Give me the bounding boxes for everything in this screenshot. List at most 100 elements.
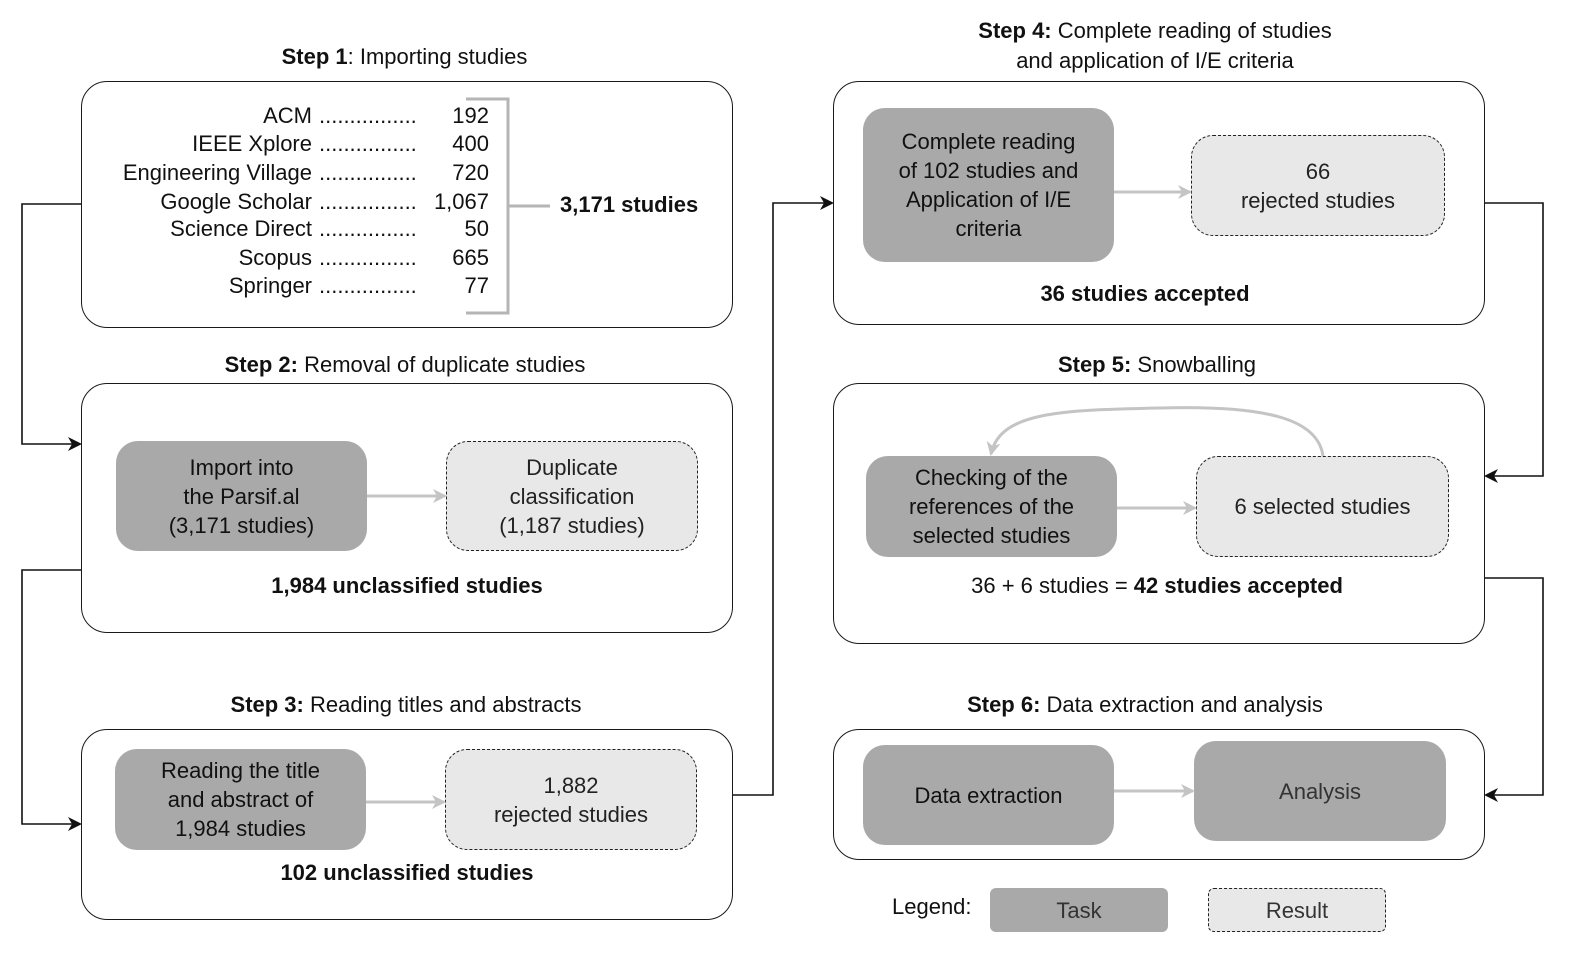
task-line: references of the — [908, 494, 1075, 519]
source-dots: ................ — [319, 103, 417, 128]
source-dots: ................ — [319, 273, 417, 298]
step2-title-rest: Removal of duplicate studies — [297, 352, 586, 377]
task-line: (3,171 studies) — [168, 512, 315, 538]
source-name: Engineering Village — [122, 160, 312, 185]
task-line: 1,984 studies — [175, 816, 306, 841]
snowball-loop-arrow — [986, 406, 1325, 457]
step3-result: 1,882 rejected studies — [445, 749, 697, 850]
legend-result-label: Result — [1265, 897, 1329, 923]
source-dots: ................ — [319, 216, 417, 241]
step5-title: Step 5: Snowballing — [1048, 350, 1266, 380]
step5-to-step6-connector — [1484, 577, 1544, 802]
step2-title-bold: Step 2: — [224, 352, 298, 377]
legend-result: Result — [1208, 888, 1386, 932]
step3-summary: 102 unclassified studies — [280, 860, 534, 885]
task-line: Complete reading — [901, 129, 1076, 154]
step6-title: Step 6: Data extraction and analysis — [950, 690, 1340, 720]
step5-title-rest: Snowballing — [1131, 352, 1257, 377]
task-line: Import into — [189, 454, 294, 480]
step5-result: 6 selected studies — [1196, 456, 1449, 557]
task-line: the Parsif.al — [183, 483, 300, 509]
step4-task: Complete reading of 102 studies and Appl… — [863, 108, 1114, 262]
task-line: of 102 studies and — [898, 158, 1079, 183]
task-line: criteria — [955, 216, 1022, 241]
source-count: 400 — [452, 131, 489, 156]
task-line: Application of I/E — [905, 187, 1072, 212]
step5-summary-bold: 42 studies accepted — [1133, 573, 1343, 598]
result-line: 6 selected studies — [1234, 494, 1411, 519]
step3-title-rest: Reading titles and abstracts — [303, 692, 582, 717]
result-line: (1,187 studies) — [499, 512, 645, 538]
source-count: 50 — [464, 216, 489, 241]
task-line: Reading the title — [161, 758, 320, 783]
legend-task: Task — [990, 888, 1168, 932]
task-line: Checking of the — [915, 465, 1068, 490]
step2-result: Duplicate classification (1,187 studies) — [446, 441, 698, 551]
step5-task: Checking of the references of the select… — [866, 456, 1117, 557]
step1-panel — [81, 81, 733, 328]
task-line: selected studies — [912, 523, 1071, 548]
step1-to-step2-connector — [21, 203, 82, 451]
step3-to-step4-connector — [733, 196, 834, 796]
result-line: 66 — [1305, 158, 1331, 184]
step1-title-bold: Step 1 — [281, 44, 348, 69]
source-name: Springer — [228, 273, 312, 298]
source-count: 1,067 — [433, 189, 489, 214]
result-line: classification — [509, 483, 635, 509]
step6-task-analysis: Analysis — [1194, 741, 1446, 841]
task-line: Data extraction — [914, 782, 1063, 808]
source-dots: ................ — [319, 131, 417, 156]
result-line: 1,882 — [543, 772, 599, 798]
step2-summary: 1,984 unclassified studies — [271, 573, 543, 598]
step1-title-rest: : Importing studies — [347, 44, 528, 69]
source-row-science-direct: Science Direct ................ 50 — [100, 215, 495, 243]
step4-to-step5-connector — [1484, 202, 1544, 483]
source-name: ACM — [263, 103, 312, 128]
task-line: and abstract of — [167, 787, 314, 812]
step3-title-bold: Step 3: — [230, 692, 304, 717]
source-count: 77 — [464, 273, 489, 298]
source-row-acm: ACM ................ 192 — [100, 102, 495, 130]
step1-title: Step 1: Importing studies — [272, 42, 537, 72]
source-row-ieee: IEEE Xplore ................ 400 — [100, 130, 495, 158]
source-name: IEEE Xplore — [192, 131, 312, 156]
step2-title: Step 2: Removal of duplicate studies — [210, 350, 600, 380]
step5-summary-plain: 36 + 6 studies = — [971, 573, 1134, 598]
legend-label: Legend: — [892, 894, 972, 919]
step4-title: Step 4: Complete reading of studies and … — [940, 16, 1370, 76]
step4-title-rest: Complete reading of studies — [1051, 18, 1332, 43]
step1-total: 3,171 studies — [560, 192, 699, 217]
step2-task: Import into the Parsif.al (3,171 studies… — [116, 441, 367, 551]
step4-title-line2: and application of I/E criteria — [1016, 48, 1294, 73]
source-dots: ................ — [319, 189, 417, 214]
task-line: Analysis — [1279, 778, 1361, 804]
step4-result: 66 rejected studies — [1191, 135, 1445, 236]
source-dots: ................ — [319, 160, 417, 185]
step4-title-bold: Step 4: — [978, 18, 1052, 43]
source-count: 192 — [452, 103, 489, 128]
source-name: Google Scholar — [160, 189, 312, 214]
sources-bracket — [466, 97, 510, 315]
source-name: Scopus — [238, 245, 312, 270]
result-line: Duplicate — [526, 454, 618, 480]
source-list: ACM ................ 192 IEEE Xplore ...… — [100, 102, 495, 302]
source-count: 665 — [452, 245, 489, 270]
step4-summary: 36 studies accepted — [1040, 281, 1250, 306]
step3-task: Reading the title and abstract of 1,984 … — [115, 749, 366, 850]
step5-summary: 36 + 6 studies = 42 studies accepted — [833, 573, 1481, 599]
source-row-google-scholar: Google Scholar ................ 1,067 — [100, 188, 495, 216]
source-dots: ................ — [319, 245, 417, 270]
step6-title-rest: Data extraction and analysis — [1040, 692, 1323, 717]
source-count: 720 — [452, 160, 489, 185]
step5-title-bold: Step 5: — [1057, 352, 1132, 377]
step6-task-extraction: Data extraction — [863, 745, 1114, 845]
legend-task-label: Task — [1056, 897, 1102, 923]
source-row-scopus: Scopus ................ 665 — [100, 244, 495, 272]
source-name: Science Direct — [170, 216, 312, 241]
step3-title: Step 3: Reading titles and abstracts — [214, 690, 598, 720]
result-line: rejected studies — [1240, 187, 1396, 213]
step2-to-step3-connector — [21, 569, 82, 831]
result-line: rejected studies — [493, 801, 649, 827]
source-row-springer: Springer ................ 77 — [100, 272, 495, 300]
